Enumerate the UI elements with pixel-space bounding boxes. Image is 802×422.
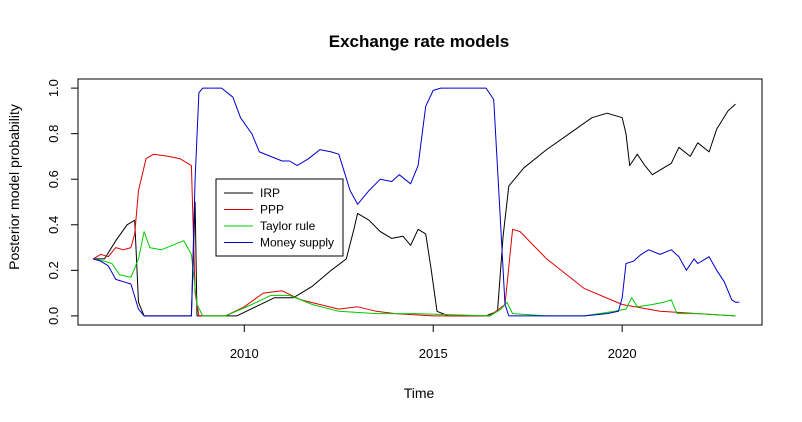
- series-line-1: [92, 153, 736, 317]
- legend: IRP PPP Taylor rule Money supply: [215, 178, 344, 257]
- y-axis: 0.0 0.2 0.4 0.6 0.8 1.0: [46, 79, 79, 325]
- y-tick-label: 0.8: [46, 125, 61, 143]
- x-tick-label: 2010: [230, 346, 259, 361]
- y-tick-label: 0.4: [46, 216, 61, 234]
- y-tick-label: 0.6: [46, 170, 61, 188]
- chart-title: Exchange rate models: [329, 32, 509, 51]
- series-line-3: [92, 87, 740, 317]
- legend-label-2: Taylor rule: [260, 219, 316, 233]
- series-line-0: [93, 103, 736, 317]
- series-line-2: [93, 231, 736, 317]
- x-axis: 2010 2015 2020: [230, 324, 637, 361]
- series-group: [92, 87, 740, 317]
- x-tick-label: 2020: [608, 346, 637, 361]
- y-tick-label: 0.2: [46, 261, 61, 279]
- legend-label-1: PPP: [260, 203, 284, 217]
- legend-label-0: IRP: [260, 186, 280, 200]
- legend-box: [215, 178, 344, 257]
- plot-frame: [77, 78, 763, 326]
- y-tick-label: 1.0: [46, 79, 61, 97]
- x-axis-label: Time: [404, 385, 435, 401]
- legend-label-3: Money supply: [260, 236, 334, 250]
- y-tick-label: 0.0: [46, 307, 61, 325]
- x-tick-label: 2015: [419, 346, 448, 361]
- y-axis-label: Posterior model probability: [6, 104, 22, 270]
